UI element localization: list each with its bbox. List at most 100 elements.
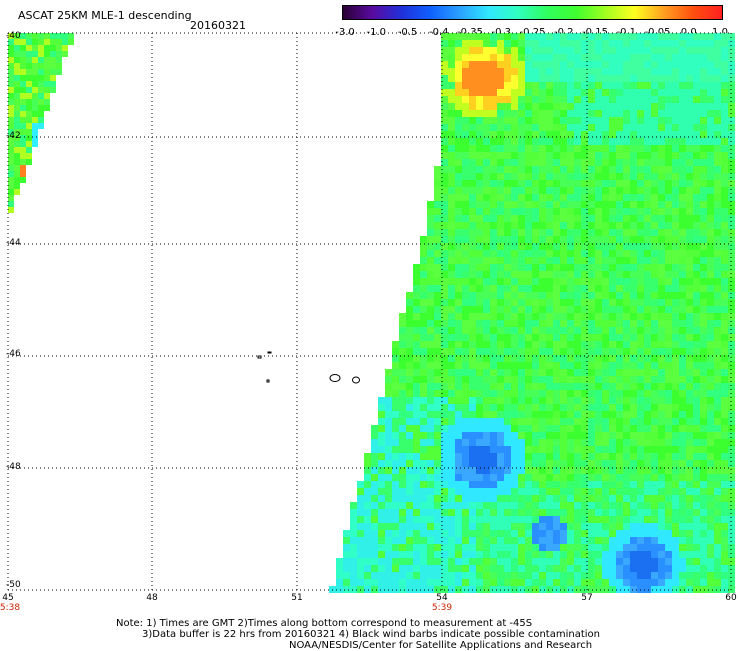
data-cell	[455, 89, 462, 96]
data-cell	[525, 159, 532, 166]
data-cell	[616, 243, 623, 250]
data-cell	[728, 572, 735, 579]
data-cell	[581, 278, 588, 285]
data-cell	[434, 250, 441, 257]
data-cell	[448, 145, 455, 152]
data-cell	[553, 285, 560, 292]
data-cell	[567, 68, 574, 75]
data-cell	[420, 376, 427, 383]
data-cell	[413, 418, 420, 425]
data-cell	[567, 369, 574, 376]
data-cell	[637, 446, 644, 453]
data-cell	[588, 236, 595, 243]
data-cell	[455, 579, 462, 586]
data-cell	[665, 75, 672, 82]
data-cell	[420, 404, 427, 411]
data-cell	[427, 320, 434, 327]
data-cell	[665, 425, 672, 432]
data-cell	[455, 558, 462, 565]
data-cell	[714, 376, 721, 383]
data-cell	[602, 439, 609, 446]
data-cell	[595, 124, 602, 131]
data-cell	[511, 369, 518, 376]
data-cell	[644, 229, 651, 236]
data-cell	[413, 544, 420, 551]
data-cell	[490, 285, 497, 292]
data-cell	[616, 201, 623, 208]
data-cell	[497, 376, 504, 383]
data-cell	[658, 61, 665, 68]
data-cell	[700, 418, 707, 425]
data-cell	[476, 271, 483, 278]
data-cell	[686, 439, 693, 446]
data-cell	[658, 362, 665, 369]
data-cell	[511, 453, 518, 460]
data-cell	[483, 544, 490, 551]
data-cell	[518, 467, 525, 474]
data-cell	[560, 537, 567, 544]
data-cell	[560, 285, 567, 292]
data-cell	[441, 432, 448, 439]
data-cell	[441, 250, 448, 257]
data-cell	[497, 530, 504, 537]
data-cell	[707, 278, 714, 285]
data-cell	[672, 383, 679, 390]
data-cell	[651, 271, 658, 278]
data-cell	[588, 446, 595, 453]
data-cell	[38, 111, 44, 117]
data-cell	[539, 271, 546, 278]
data-cell	[504, 369, 511, 376]
data-cell	[609, 425, 616, 432]
data-cell	[532, 320, 539, 327]
data-cell	[553, 439, 560, 446]
data-cell	[399, 572, 406, 579]
data-cell	[679, 173, 686, 180]
data-cell	[616, 110, 623, 117]
data-cell	[721, 453, 728, 460]
data-cell	[728, 159, 735, 166]
data-cell	[623, 502, 630, 509]
data-cell	[469, 341, 476, 348]
data-cell	[665, 194, 672, 201]
data-cell	[448, 481, 455, 488]
data-cell	[462, 68, 469, 75]
data-cell	[26, 93, 32, 99]
data-cell	[630, 236, 637, 243]
data-cell	[50, 75, 56, 81]
data-cell	[497, 257, 504, 264]
data-cell	[427, 208, 434, 215]
data-cell	[8, 171, 14, 177]
data-cell	[728, 229, 735, 236]
data-cell	[483, 530, 490, 537]
data-cell	[518, 453, 525, 460]
data-cell	[665, 432, 672, 439]
data-cell	[616, 33, 623, 40]
data-cell	[504, 481, 511, 488]
data-cell	[14, 189, 20, 195]
data-cell	[546, 341, 553, 348]
data-cell	[455, 257, 462, 264]
data-cell	[609, 257, 616, 264]
data-cell	[581, 47, 588, 54]
data-cell	[427, 376, 434, 383]
data-cell	[658, 159, 665, 166]
data-cell	[686, 110, 693, 117]
data-cell	[14, 141, 20, 147]
data-cell	[406, 306, 413, 313]
data-cell	[371, 572, 378, 579]
data-cell	[700, 187, 707, 194]
data-cell	[385, 439, 392, 446]
data-cell	[574, 236, 581, 243]
data-cell	[448, 460, 455, 467]
data-cell	[672, 551, 679, 558]
data-cell	[644, 68, 651, 75]
data-cell	[406, 369, 413, 376]
data-cell	[476, 551, 483, 558]
data-cell	[616, 404, 623, 411]
data-cell	[455, 418, 462, 425]
data-cell	[518, 369, 525, 376]
data-cell	[567, 418, 574, 425]
data-cell	[399, 369, 406, 376]
data-cell	[476, 250, 483, 257]
data-cell	[20, 147, 26, 153]
